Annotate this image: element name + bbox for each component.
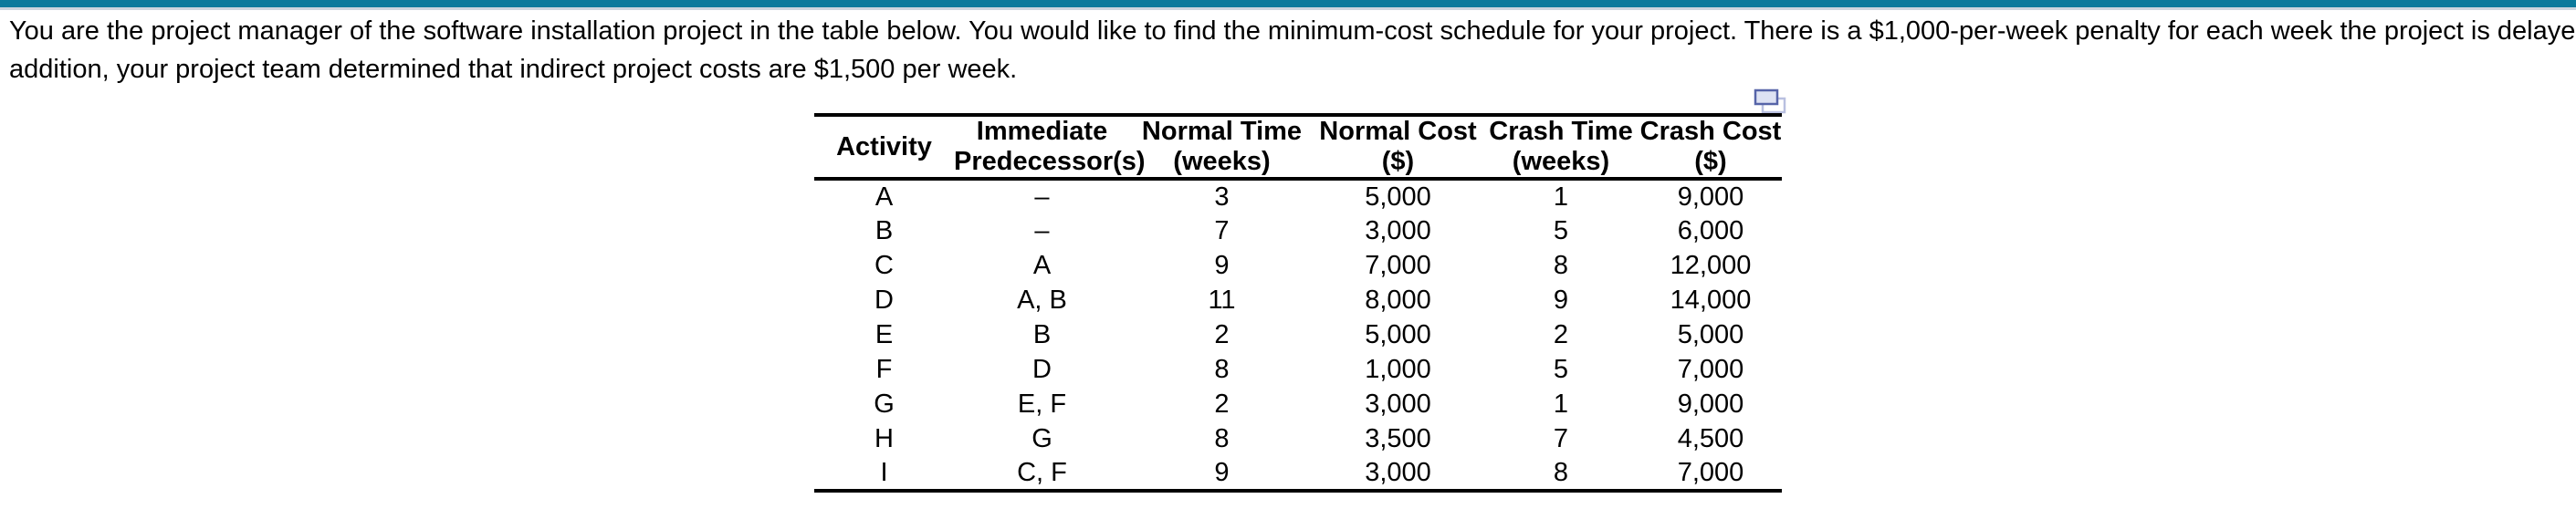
col-header-immediate-predecessors: Immediate Predecessor(s) bbox=[954, 113, 1146, 181]
cell-predecessors: A, B bbox=[1017, 285, 1067, 315]
table-row: D A, B 11 8,000 9 14,000 bbox=[814, 283, 1782, 317]
cell-crash-cost: 5,000 bbox=[1677, 319, 1744, 349]
table-row: G E, F 2 3,000 1 9,000 bbox=[814, 387, 1782, 421]
cell-predecessors: E, F bbox=[1017, 389, 1067, 419]
cell-normal-time: 3 bbox=[1214, 182, 1230, 212]
problem-statement: You are the project manager of the softw… bbox=[9, 12, 2576, 88]
copy-table-button[interactable] bbox=[1753, 88, 1787, 117]
header-line1: Crash Time bbox=[1489, 117, 1633, 146]
cell-normal-cost: 3,000 bbox=[1365, 389, 1431, 419]
cell-predecessors: G bbox=[1031, 423, 1052, 453]
table-row: A – 3 5,000 1 9,000 bbox=[814, 179, 1782, 213]
cell-activity: E bbox=[874, 319, 894, 349]
cell-predecessors: – bbox=[1034, 215, 1050, 245]
cell-normal-time: 7 bbox=[1214, 215, 1230, 245]
cell-crash-cost: 14,000 bbox=[1670, 285, 1752, 315]
cell-crash-time: 5 bbox=[1553, 354, 1569, 384]
cell-normal-time: 2 bbox=[1214, 319, 1230, 349]
table-row: E B 2 5,000 2 5,000 bbox=[814, 317, 1782, 352]
table-header-row: Activity Immediate Predecessor(s) Normal… bbox=[814, 113, 1782, 181]
cell-normal-time: 2 bbox=[1214, 389, 1230, 419]
header-line2: (weeks) bbox=[1173, 147, 1271, 176]
cell-normal-cost: 1,000 bbox=[1365, 354, 1431, 384]
problem-text-line2: addition, your project team determined t… bbox=[9, 55, 1018, 84]
cell-crash-time: 5 bbox=[1553, 215, 1569, 245]
table-row: I C, F 9 3,000 8 7,000 bbox=[814, 456, 1782, 493]
top-accent-subline bbox=[0, 7, 2576, 10]
problem-text-line1: You are the project manager of the softw… bbox=[9, 16, 2576, 46]
cell-normal-cost: 3,000 bbox=[1314, 456, 1482, 493]
cell-crash-cost: 6,000 bbox=[1677, 215, 1744, 245]
cell-activity: G bbox=[874, 389, 895, 419]
header-line2: Predecessor(s) bbox=[954, 147, 1146, 176]
col-header-normal-time: Normal Time (weeks) bbox=[1130, 113, 1314, 181]
cell-crash-time: 9 bbox=[1553, 285, 1569, 315]
table-row: H G 8 3,500 7 4,500 bbox=[814, 421, 1782, 456]
header-line1: Immediate bbox=[976, 117, 1108, 146]
cell-crash-cost: 12,000 bbox=[1670, 250, 1752, 280]
cell-normal-time: 8 bbox=[1214, 354, 1230, 384]
cell-normal-cost: 8,000 bbox=[1365, 285, 1431, 315]
cell-crash-cost: 4,500 bbox=[1677, 423, 1744, 453]
table-row: B – 7 3,000 5 6,000 bbox=[814, 213, 1782, 248]
cell-activity: F bbox=[875, 354, 893, 384]
header-line2: ($) bbox=[1381, 147, 1415, 176]
cell-normal-cost: 3,000 bbox=[1365, 215, 1431, 245]
col-header-normal-cost: Normal Cost ($) bbox=[1314, 113, 1482, 181]
cell-crash-time: 1 bbox=[1553, 182, 1569, 212]
cell-activity: H bbox=[874, 423, 894, 453]
cell-predecessors: B bbox=[1032, 319, 1052, 349]
cell-normal-time: 9 bbox=[1214, 250, 1230, 280]
header-line2: ($) bbox=[1694, 147, 1727, 176]
cell-crash-cost: 9,000 bbox=[1677, 182, 1744, 212]
table-row: F D 8 1,000 5 7,000 bbox=[814, 352, 1782, 387]
cell-activity: C bbox=[874, 250, 894, 280]
cell-crash-cost: 9,000 bbox=[1677, 389, 1744, 419]
cell-crash-time: 1 bbox=[1553, 389, 1569, 419]
cell-predecessors: D bbox=[1032, 354, 1052, 384]
top-accent-bar bbox=[0, 0, 2576, 7]
cell-crash-time: 8 bbox=[1553, 250, 1569, 280]
cell-normal-cost: 3,500 bbox=[1365, 423, 1431, 453]
cell-predecessors: C, F bbox=[954, 456, 1130, 493]
cell-activity: I bbox=[814, 456, 954, 493]
cell-crash-cost: 7,000 bbox=[1639, 456, 1782, 493]
header-line1: Normal Time bbox=[1141, 117, 1303, 146]
cell-crash-time: 7 bbox=[1553, 423, 1569, 453]
cell-normal-cost: 5,000 bbox=[1365, 319, 1431, 349]
header-line1: Crash Cost bbox=[1639, 117, 1782, 146]
cell-normal-cost: 5,000 bbox=[1365, 182, 1431, 212]
header-line1: Normal Cost bbox=[1319, 117, 1477, 146]
cell-crash-time: 2 bbox=[1553, 319, 1569, 349]
copy-icon bbox=[1754, 88, 1786, 114]
header-line2: (weeks) bbox=[1512, 147, 1610, 176]
col-header-activity: Activity bbox=[814, 113, 954, 181]
cell-normal-time: 11 bbox=[1208, 285, 1236, 315]
cell-normal-time: 8 bbox=[1214, 423, 1230, 453]
col-header-crash-time: Crash Time (weeks) bbox=[1482, 113, 1639, 181]
cell-normal-cost: 7,000 bbox=[1365, 250, 1431, 280]
col-header-crash-cost: Crash Cost ($) bbox=[1639, 113, 1782, 181]
cell-crash-time: 8 bbox=[1482, 456, 1639, 493]
cell-activity: A bbox=[874, 182, 894, 212]
cell-crash-cost: 7,000 bbox=[1677, 354, 1744, 384]
cell-activity: B bbox=[874, 215, 894, 245]
project-activities-table: Activity Immediate Predecessor(s) Normal… bbox=[814, 113, 1782, 493]
cell-normal-time: 9 bbox=[1130, 456, 1314, 493]
cell-predecessors: – bbox=[1034, 182, 1050, 212]
table-row: C A 9 7,000 8 12,000 bbox=[814, 248, 1782, 283]
cell-activity: D bbox=[874, 285, 894, 315]
cell-predecessors: A bbox=[1032, 250, 1052, 280]
header-line1: Activity bbox=[836, 131, 932, 161]
